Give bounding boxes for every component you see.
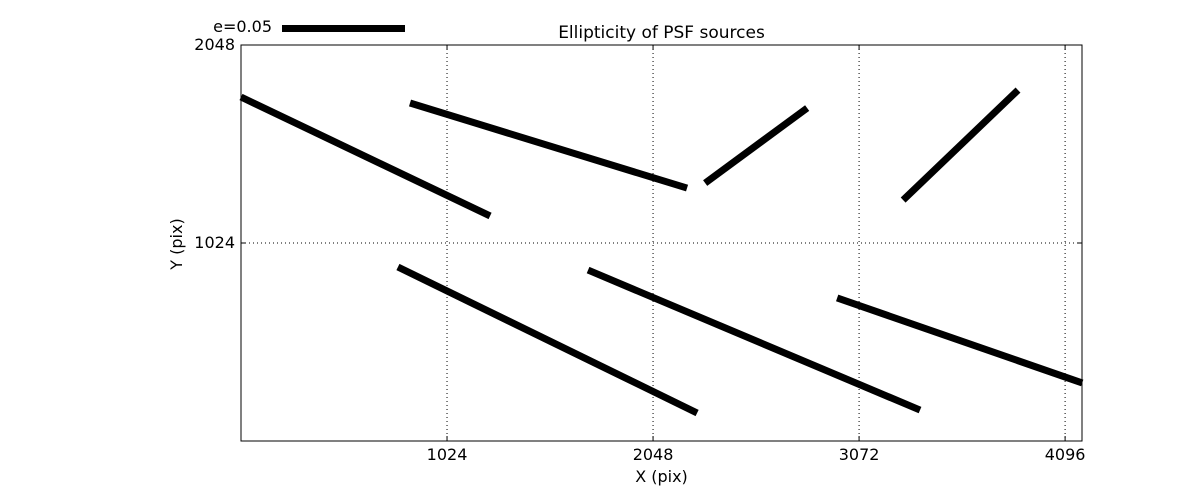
legend-sample-line: [282, 25, 405, 32]
ellipticity-segment: [239, 93, 492, 220]
axes-spines: [240, 44, 1083, 442]
x-tick-label: 3072: [838, 445, 880, 464]
ellipticity-segment: [396, 263, 699, 417]
chart-title: Ellipticity of PSF sources: [558, 23, 765, 43]
x-tick-label: 2048: [632, 445, 674, 464]
ellipticity-segment: [408, 99, 689, 192]
x-tick-label: 1024: [426, 445, 468, 464]
ellipticity-segment: [703, 105, 810, 186]
y-tick-label: 1024: [194, 233, 235, 252]
legend-label: e=0.05: [213, 17, 272, 36]
x-axis-label: X (pix): [635, 467, 688, 486]
ellipticity-segment: [900, 87, 1021, 203]
ellipticity-segment: [586, 266, 922, 414]
x-tick-label: 4096: [1044, 445, 1086, 464]
y-tick-label: 2048: [194, 35, 235, 54]
ellipticity-segment: [835, 294, 1084, 387]
